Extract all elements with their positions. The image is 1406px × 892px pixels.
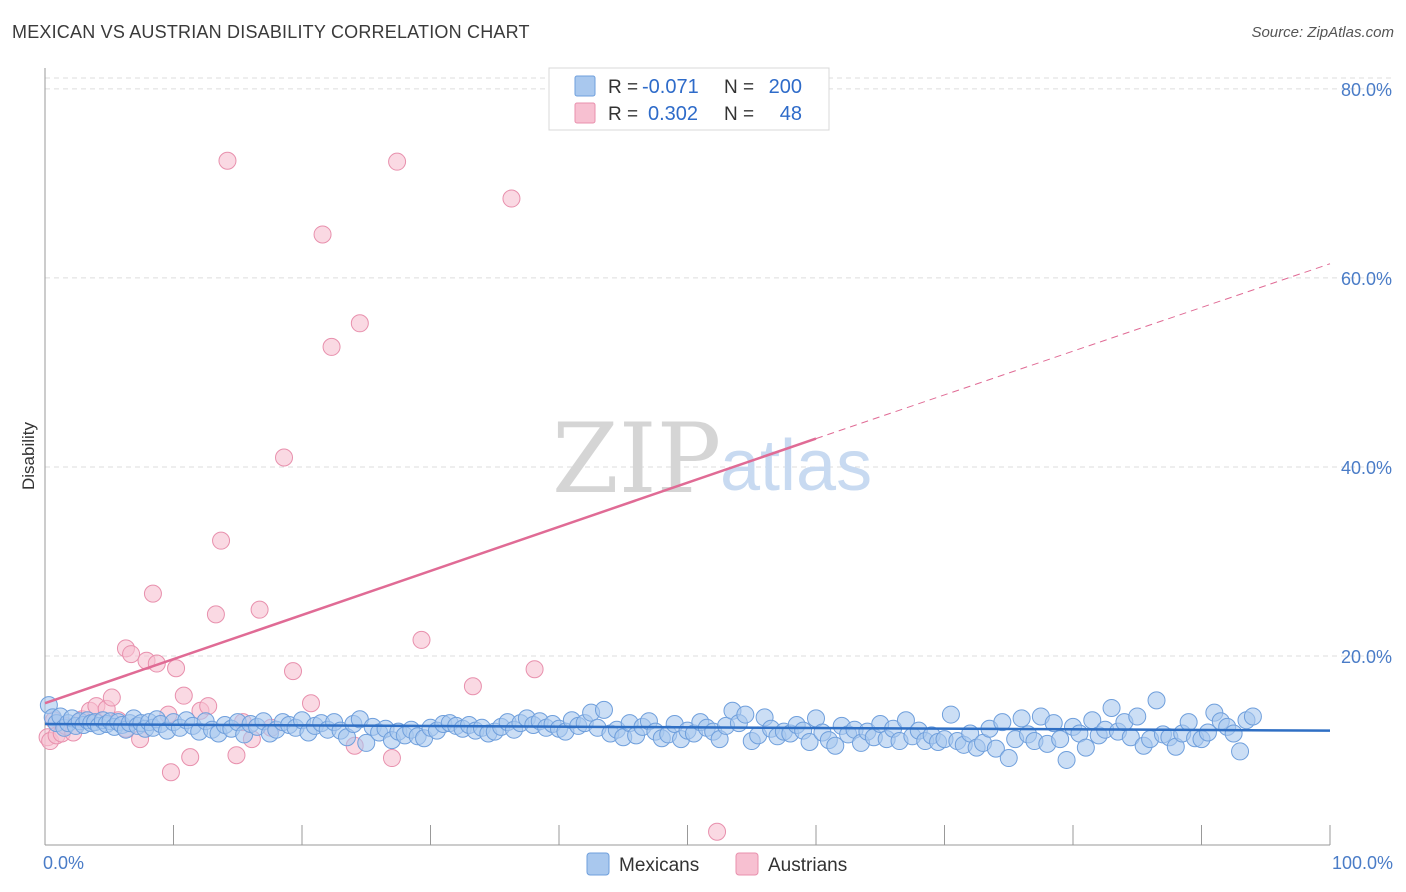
watermark: ZIP atlas <box>552 403 872 515</box>
legend-r-value-1: -0.071 <box>642 76 699 98</box>
austrians-point <box>412 630 431 649</box>
mexicans-point <box>594 700 613 719</box>
mexicans-point <box>800 732 819 751</box>
austrians-point <box>322 337 341 356</box>
legend-r-label-2: R = <box>608 104 638 125</box>
austrians-point <box>388 152 407 171</box>
austrians-point <box>525 660 544 679</box>
mexicans-point <box>1179 713 1198 732</box>
mexicans-point <box>1243 707 1262 726</box>
austrians-point <box>206 605 225 624</box>
legend-n-label-1: N = <box>724 77 754 98</box>
legend-swatch-mexicans <box>574 75 596 97</box>
mexicans-point <box>1147 691 1166 710</box>
watermark-zip: ZIP <box>552 403 721 515</box>
austrians-point <box>284 662 303 681</box>
source-label: Source: ZipAtlas.com <box>1251 24 1394 41</box>
watermark-atlas: atlas <box>720 426 872 506</box>
series-legend: Mexicans Austrians <box>586 852 847 876</box>
austrians-point <box>708 822 727 841</box>
x-tick-label-min: 0.0% <box>43 853 84 873</box>
austrians-point <box>301 694 320 713</box>
austrians-point <box>350 314 369 333</box>
legend-n-value-1: 200 <box>769 76 802 98</box>
y-tick-label: 80.0% <box>1341 80 1392 100</box>
austrians-point <box>313 225 332 244</box>
bottom-legend-swatch-austrians <box>735 852 759 876</box>
mexicans-point <box>1051 730 1070 749</box>
mexicans-points <box>39 691 1262 769</box>
austrians-point <box>275 448 294 467</box>
tick-labels: 20.0% 40.0% 60.0% 80.0% 0.0% 100.0% <box>43 80 1393 873</box>
x-tick-label-max: 100.0% <box>1332 853 1393 873</box>
trend-lines <box>44 263 1331 732</box>
austrians-trend-line <box>44 437 817 705</box>
austrians-point <box>382 749 401 768</box>
y-axis-label: Disability <box>19 421 38 490</box>
austrians-point <box>463 677 482 696</box>
austrians-point <box>167 659 186 678</box>
austrians-point <box>227 746 246 765</box>
mexicans-point <box>1231 742 1250 761</box>
y-tick-label: 60.0% <box>1341 269 1392 289</box>
y-tick-label: 20.0% <box>1341 647 1392 667</box>
austrians-point <box>102 688 121 707</box>
austrians-point <box>199 697 218 716</box>
mexicans-point <box>1012 709 1031 728</box>
grid-lines <box>45 77 1392 657</box>
chart-title: MEXICAN VS AUSTRIAN DISABILITY CORRELATI… <box>12 22 530 42</box>
bottom-legend-swatch-mexicans <box>586 852 610 876</box>
mexicans-point <box>993 713 1012 732</box>
austrians-trend-extension <box>815 263 1331 440</box>
legend-r-label-1: R = <box>608 77 638 98</box>
mexicans-point <box>1057 750 1076 769</box>
austrians-point <box>122 645 141 664</box>
legend-r-value-2: 0.302 <box>648 103 698 125</box>
mexicans-point <box>1128 707 1147 726</box>
mexicans-point <box>1198 723 1217 742</box>
mexicans-point <box>1044 714 1063 733</box>
mexicans-point <box>1076 738 1095 757</box>
stats-legend: R = -0.071 N = 200 R = 0.302 N = 48 <box>548 67 830 131</box>
mexicans-point <box>941 705 960 724</box>
bottom-legend-austrians: Austrians <box>768 855 847 876</box>
mexicans-trend-line <box>44 722 1331 732</box>
austrians-point <box>174 686 193 705</box>
mexicans-point <box>826 736 845 755</box>
austrians-point <box>143 584 162 603</box>
austrians-point <box>212 531 231 550</box>
mexicans-point <box>357 733 376 752</box>
legend-n-label-2: N = <box>724 104 754 125</box>
legend-swatch-austrians <box>574 102 596 124</box>
mexicans-point <box>999 749 1018 768</box>
y-tick-label: 40.0% <box>1341 458 1392 478</box>
bottom-legend-mexicans: Mexicans <box>619 855 699 876</box>
austrians-point <box>250 600 269 619</box>
austrians-point <box>502 189 521 208</box>
mexicans-point <box>1224 724 1243 743</box>
mexicans-point <box>1102 698 1121 717</box>
austrians-point <box>161 763 180 782</box>
austrians-point <box>147 654 166 673</box>
legend-n-value-2: 48 <box>780 103 802 125</box>
austrians-point <box>218 151 237 170</box>
mexicans-point <box>986 739 1005 758</box>
austrians-point <box>181 748 200 767</box>
mexicans-point <box>736 705 755 724</box>
